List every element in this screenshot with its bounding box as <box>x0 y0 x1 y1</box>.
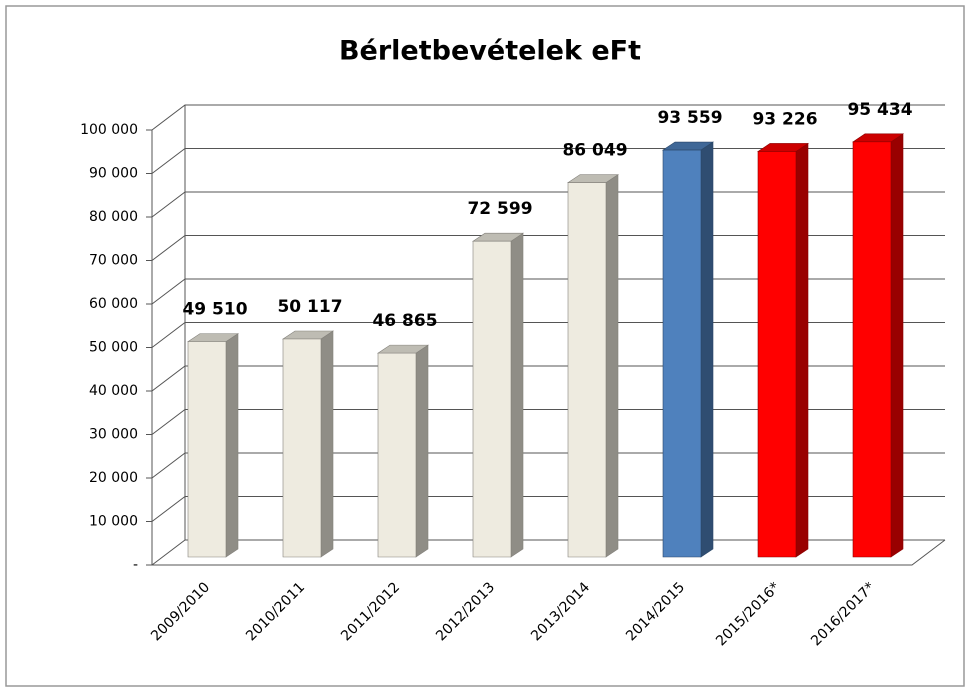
bar-front <box>187 341 227 558</box>
y-tick-label: 70 000 <box>89 253 138 269</box>
bar-front <box>282 338 322 558</box>
y-tick-label: 10 000 <box>89 514 138 530</box>
bar-side <box>795 142 809 558</box>
bar-front <box>567 182 607 558</box>
bar-side <box>510 232 524 558</box>
bar-side <box>700 141 714 558</box>
bar <box>187 333 239 558</box>
bar-side <box>225 333 239 558</box>
y-tick-label: 50 000 <box>89 340 138 356</box>
y-tick-label: 90 000 <box>89 166 138 182</box>
grid-line <box>151 104 945 131</box>
bar-side <box>890 133 904 558</box>
value-label: 86 049 <box>562 141 627 161</box>
bar <box>282 330 334 558</box>
y-tick-label: 100 000 <box>80 122 138 138</box>
bar-side <box>415 344 429 558</box>
chart-title: Bérletbevételek eFt <box>339 36 641 67</box>
value-label: 72 599 <box>467 199 532 219</box>
bar-front <box>757 151 797 558</box>
y-tick-label: 60 000 <box>89 296 138 312</box>
bar-side <box>320 330 334 558</box>
bar <box>567 174 619 558</box>
floor-edge <box>152 539 946 566</box>
bar-front <box>852 141 892 558</box>
value-label: 95 434 <box>847 100 912 120</box>
bar-side <box>605 174 619 558</box>
value-label: 50 117 <box>277 297 342 317</box>
y-tick-label: 20 000 <box>89 470 138 486</box>
bar-front <box>377 352 417 558</box>
bar-front <box>662 149 702 558</box>
bar <box>377 344 429 558</box>
y-tick-label: - <box>133 557 138 573</box>
value-label: 93 226 <box>752 109 817 129</box>
value-label: 93 559 <box>657 108 722 128</box>
bar-front <box>472 240 512 558</box>
y-tick-label: 40 000 <box>89 383 138 399</box>
y-tick-label: 30 000 <box>89 427 138 443</box>
bar <box>757 142 809 558</box>
bar <box>852 133 904 558</box>
bar <box>472 232 524 558</box>
bar <box>662 141 714 558</box>
value-label: 46 865 <box>372 311 437 331</box>
y-tick-label: 80 000 <box>89 209 138 225</box>
value-label: 49 510 <box>182 300 247 320</box>
